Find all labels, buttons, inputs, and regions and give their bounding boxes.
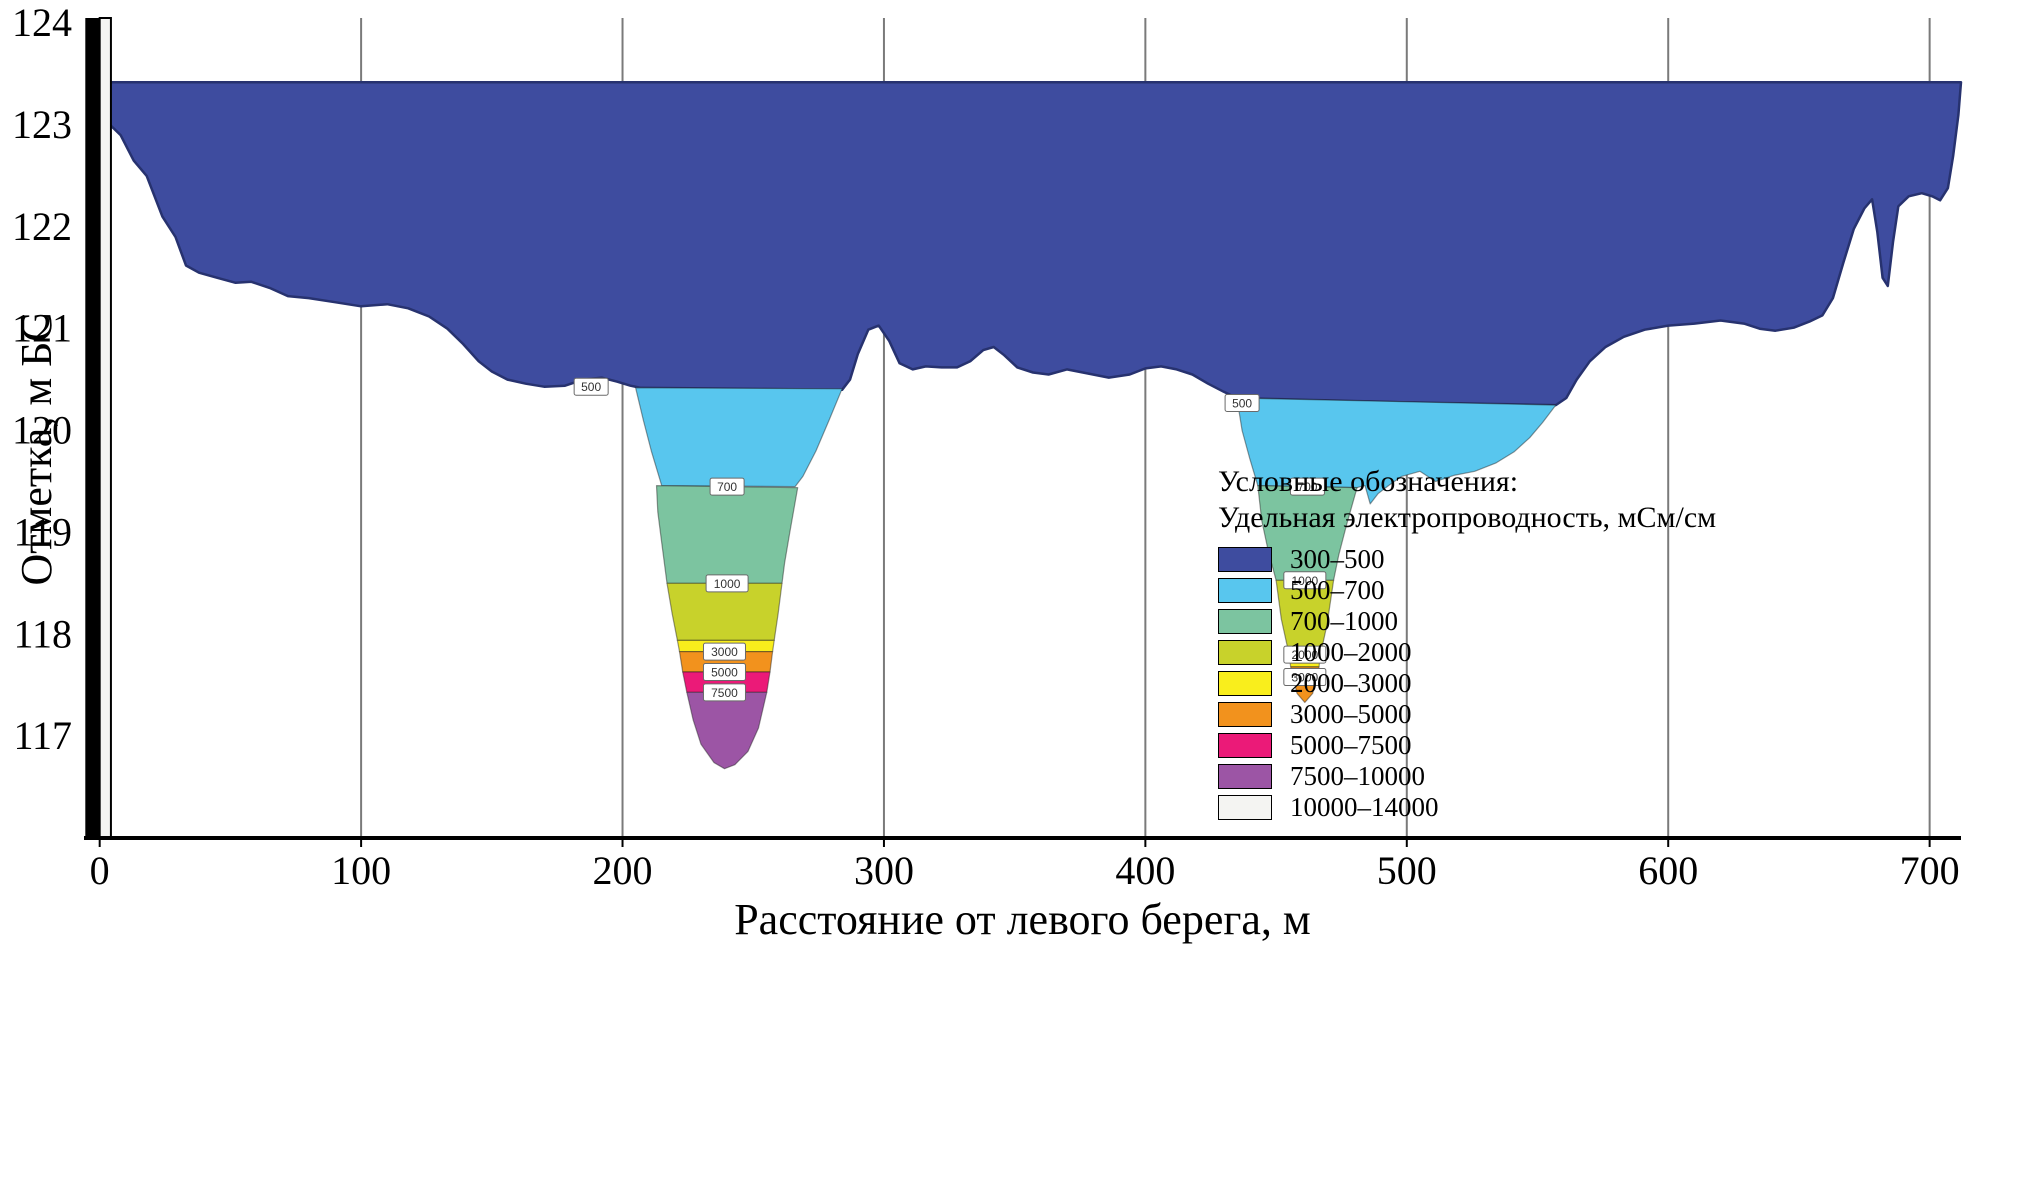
contour-label-700-1: 700 bbox=[709, 477, 745, 496]
legend-row: 7500–10000 bbox=[1218, 761, 1716, 792]
contour-label-text: 3000 bbox=[711, 645, 738, 659]
y-tick-label-121: 121 bbox=[12, 306, 72, 351]
contour-label-text: 5000 bbox=[711, 665, 738, 679]
legend-subtitle: Удельная электропроводность, мСм/см bbox=[1218, 501, 1717, 534]
region-water-300-500 bbox=[98, 80, 1963, 407]
y-axis-title: Отметка, м БС bbox=[12, 312, 61, 586]
x-axis-title: Расстояние от левого берега, м bbox=[734, 895, 1311, 944]
legend-label: 3000–5000 bbox=[1290, 699, 1412, 729]
contour-label-box bbox=[573, 377, 609, 396]
legend-swatch bbox=[1218, 547, 1272, 572]
x-tick-label-300: 300 bbox=[854, 848, 914, 893]
x-tick-label-700: 700 bbox=[1900, 848, 1960, 893]
x-tick-label-0: 0 bbox=[90, 848, 110, 893]
y-tick-label-117: 117 bbox=[13, 713, 72, 758]
contour-label-box bbox=[702, 662, 746, 681]
contour-label-text: 500 bbox=[581, 380, 601, 394]
legend-title: Условные обозначения: bbox=[1218, 465, 1519, 498]
legend-label: 300–500 bbox=[1290, 544, 1385, 574]
contour-label-700-7: 700 bbox=[1289, 477, 1325, 496]
contour-label-text: 700 bbox=[1297, 480, 1317, 494]
legend-swatch bbox=[1218, 671, 1272, 696]
contour-label-box bbox=[1283, 668, 1327, 687]
x-tick-label-200: 200 bbox=[593, 848, 653, 893]
legend-row: 10000–14000 bbox=[1218, 792, 1716, 823]
y-tick-label-120: 120 bbox=[12, 408, 72, 453]
contour-label-text: 700 bbox=[717, 480, 737, 494]
legend-label: 7500–10000 bbox=[1290, 761, 1425, 791]
x-tick-label-500: 500 bbox=[1377, 848, 1437, 893]
legend-swatch bbox=[1218, 764, 1272, 789]
legend-swatch bbox=[1218, 578, 1272, 603]
x-tick-label-600: 600 bbox=[1638, 848, 1698, 893]
contour-label-5000-4: 5000 bbox=[702, 662, 746, 681]
legend-row: 1000–2000 bbox=[1218, 637, 1716, 668]
x-tick-label-400: 400 bbox=[1115, 848, 1175, 893]
legend: Условные обозначения: Удельная электропр… bbox=[1218, 464, 1716, 823]
y-tick-label-119: 119 bbox=[13, 509, 72, 554]
contour-label-box bbox=[1283, 571, 1327, 590]
legend-label: 700–1000 bbox=[1290, 606, 1398, 636]
legend-entries: 300–500 500–700 700–1000 1000–2000 2000–3000… bbox=[1218, 544, 1716, 823]
legend-swatch bbox=[1218, 609, 1272, 634]
contour-label-2000-9: 2000 bbox=[1283, 645, 1327, 664]
contour-label-text: 7500 bbox=[711, 686, 738, 700]
contour-label-1000-2: 1000 bbox=[705, 574, 749, 593]
legend-swatch bbox=[1218, 733, 1272, 758]
y-tick-label-118: 118 bbox=[13, 611, 72, 656]
legend-swatch bbox=[1218, 640, 1272, 665]
contour-label-box bbox=[1283, 645, 1327, 664]
legend-label: 5000–7500 bbox=[1290, 730, 1412, 760]
contour-label-box bbox=[702, 683, 746, 702]
contour-label-text: 1000 bbox=[1291, 574, 1318, 588]
y-tick-label-123: 123 bbox=[12, 102, 72, 147]
legend-label: 10000–14000 bbox=[1290, 792, 1439, 822]
left-bank-white-strip bbox=[98, 17, 112, 839]
legend-label: 1000–2000 bbox=[1290, 637, 1412, 667]
legend-swatch bbox=[1218, 702, 1272, 727]
legend-row: 3000–5000 bbox=[1218, 699, 1716, 730]
contour-label-box bbox=[702, 642, 746, 661]
legend-swatch bbox=[1218, 795, 1272, 820]
legend-row: 5000–7500 bbox=[1218, 730, 1716, 761]
contour-label-text: 500 bbox=[1232, 397, 1252, 411]
contour-label-1000-8: 1000 bbox=[1283, 571, 1327, 590]
legend-label: 500–700 bbox=[1290, 575, 1385, 605]
legend-row: 500–700 bbox=[1218, 575, 1716, 606]
contour-label-7500-5: 7500 bbox=[702, 683, 746, 702]
region-pocket1-7500-10000 bbox=[686, 691, 768, 770]
contour-label-3000-3: 3000 bbox=[702, 642, 746, 661]
legend-row: 2000–3000 bbox=[1218, 668, 1716, 699]
contour-label-box bbox=[1224, 394, 1260, 413]
legend-row: 300–500 bbox=[1218, 544, 1716, 575]
contour-label-box bbox=[1289, 477, 1325, 496]
contour-label-text: 3000 bbox=[1291, 671, 1318, 685]
contour-label-500-6: 500 bbox=[1224, 394, 1260, 413]
contour-label-500-0: 500 bbox=[573, 377, 609, 396]
y-tick-label-124: 124 bbox=[12, 0, 72, 45]
contour-label-box bbox=[705, 574, 749, 593]
contour-label-text: 2000 bbox=[1291, 648, 1318, 662]
contour-label-text: 1000 bbox=[714, 577, 741, 591]
y-tick-label-122: 122 bbox=[12, 204, 72, 249]
x-tick-label-100: 100 bbox=[331, 848, 391, 893]
contour-label-3000-10: 3000 bbox=[1283, 668, 1327, 687]
left-bank-black-bar bbox=[85, 18, 100, 838]
region-pocket1-500-700 bbox=[634, 387, 843, 488]
region-pocket1-700-1000 bbox=[655, 485, 799, 584]
legend-label: 2000–3000 bbox=[1290, 668, 1412, 698]
legend-row: 700–1000 bbox=[1218, 606, 1716, 637]
contour-label-box bbox=[709, 477, 745, 496]
